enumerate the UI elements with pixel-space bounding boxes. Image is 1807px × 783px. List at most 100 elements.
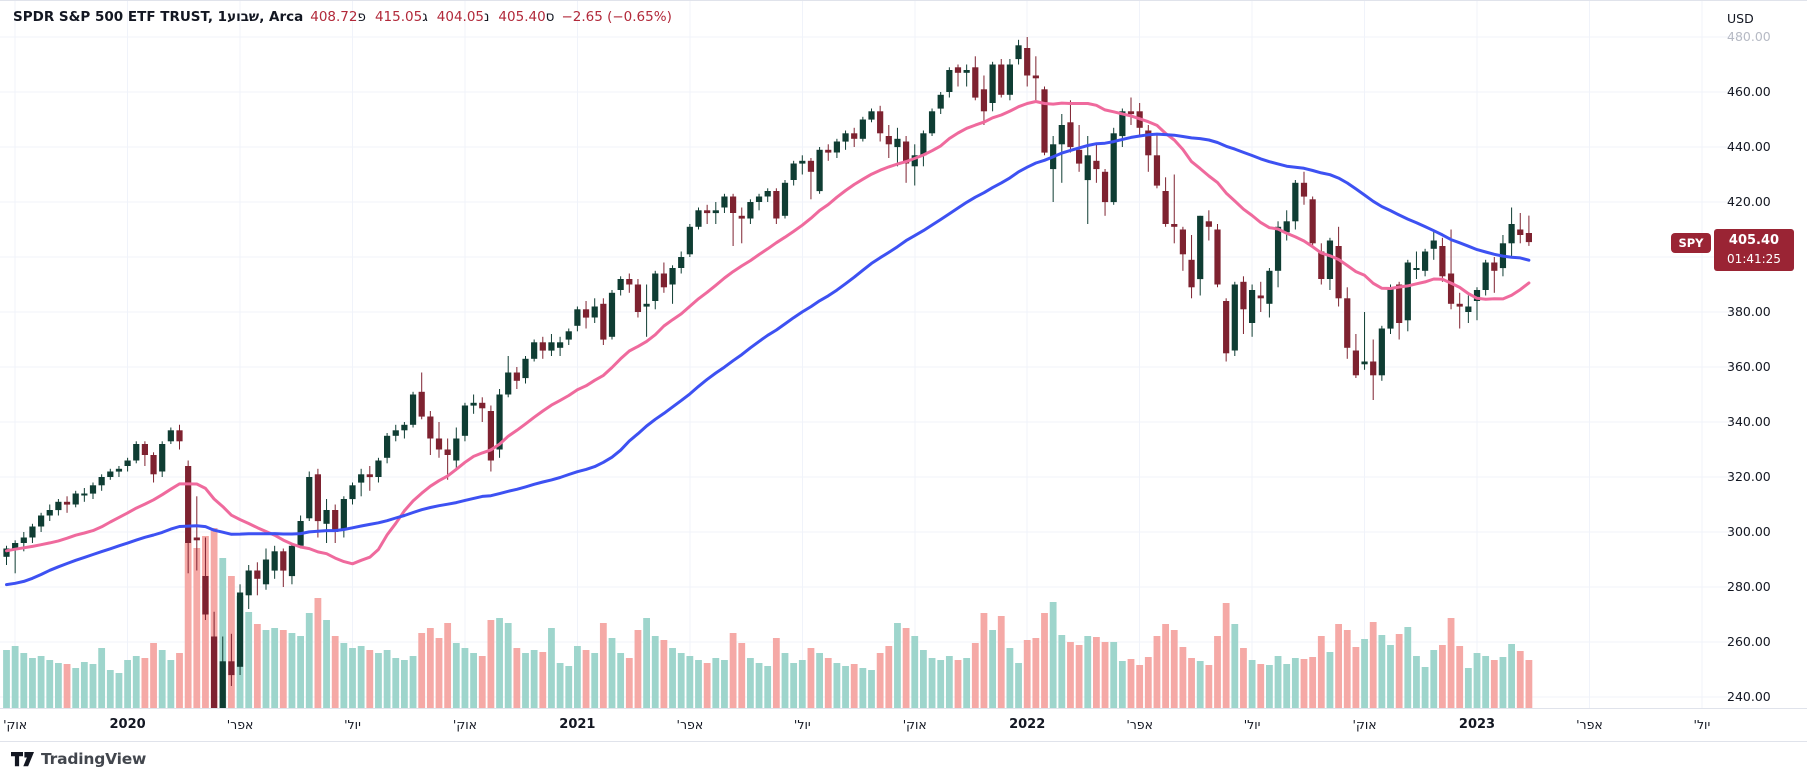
- candle-body: [920, 133, 927, 156]
- candle-body: [730, 196, 737, 213]
- volume-bar: [755, 663, 763, 708]
- volume-bar: [288, 633, 296, 708]
- candle-body: [686, 226, 693, 255]
- volume-bar: [1023, 640, 1031, 708]
- volume-bar: [55, 663, 62, 708]
- volume-bar: [902, 628, 910, 708]
- volume-bar: [366, 650, 374, 708]
- volume-bar: [703, 663, 711, 708]
- volume-bar: [487, 620, 495, 708]
- volume-bar: [1170, 630, 1178, 708]
- volume-bar: [634, 630, 642, 708]
- candle-body: [479, 402, 486, 409]
- candle-body: [1370, 361, 1377, 376]
- candle-body: [1214, 229, 1221, 285]
- candle-body: [1101, 171, 1109, 203]
- volume-bar: [1240, 648, 1247, 708]
- volume-bar: [1266, 665, 1273, 708]
- volume-bar: [582, 650, 590, 708]
- volume-bar: [695, 660, 702, 708]
- volume-bar: [954, 660, 962, 708]
- candle-body: [20, 537, 27, 543]
- candle-body: [1517, 229, 1524, 235]
- price-axis[interactable]: USD 480.00460.00440.00420.00400.00380.00…: [0, 1, 1807, 708]
- candle-body: [288, 545, 296, 577]
- ohlc-number: 415.05: [374, 9, 423, 25]
- candle-body: [375, 460, 382, 477]
- tradingview-attribution[interactable]: TradingView: [11, 750, 146, 768]
- volume-bar: [617, 653, 625, 708]
- candle-body: [280, 551, 287, 571]
- volume-bar: [859, 668, 867, 708]
- candle-body: [63, 501, 71, 505]
- volume-bar: [150, 643, 157, 708]
- symbol-price-badge: SPY: [1671, 233, 1711, 253]
- volume-bar: [297, 636, 304, 708]
- volume-bar: [401, 660, 408, 708]
- candle-body: [55, 501, 62, 511]
- time-axis[interactable]: אוק' 2020 אפר' יול' אוק' 2021 אפר' יול' אוק' 2022…: [0, 708, 1807, 742]
- volume-bar: [11, 646, 19, 708]
- candle-body: [1413, 268, 1420, 270]
- candle-body: [799, 160, 806, 164]
- volume-bar: [1179, 647, 1187, 708]
- candle-body: [323, 510, 330, 524]
- time-tick-label: אפר': [226, 717, 254, 732]
- candle-body: [392, 430, 399, 436]
- volume-bar: [677, 653, 685, 708]
- candle-body: [522, 358, 529, 379]
- volume-bar: [80, 662, 88, 708]
- last-price-label: 405.40 01:41:25: [1714, 229, 1794, 271]
- volume-bar: [781, 653, 789, 708]
- candle-body: [1240, 281, 1247, 310]
- volume-bar: [245, 612, 253, 708]
- candle-body: [435, 438, 443, 450]
- volume-bar: [712, 658, 720, 708]
- price-tick-label: 380.00: [1727, 304, 1771, 319]
- currency-label: USD: [1727, 11, 1754, 26]
- volume-bar: [1317, 636, 1325, 708]
- candle-body: [1223, 301, 1230, 354]
- candle-body: [1076, 149, 1083, 164]
- candle-body: [1335, 246, 1342, 299]
- volume-bar: [1387, 645, 1394, 708]
- candle-body: [660, 273, 667, 288]
- volume-bar: [920, 650, 927, 708]
- candle-body: [1024, 48, 1031, 76]
- volume-bar: [1464, 668, 1472, 708]
- chart-legend: SPDR S&P 500 ETF TRUST, 1שבוע, Arca פ408…: [13, 9, 672, 25]
- candle-body: [444, 449, 451, 455]
- time-tick-label: אפר': [1126, 717, 1153, 732]
- candle-body: [1153, 155, 1161, 186]
- volume-bar: [1067, 642, 1074, 708]
- candle-body: [453, 438, 460, 461]
- volume-bar: [392, 658, 400, 708]
- candle-body: [652, 273, 659, 301]
- volume-bar: [158, 650, 166, 708]
- volume-bar: [349, 648, 356, 708]
- time-tick-label: יול': [793, 717, 811, 732]
- volume-bar: [1075, 645, 1083, 708]
- volume-bar: [375, 653, 382, 708]
- volume-bar: [764, 666, 772, 708]
- candle-body: [591, 306, 598, 318]
- price-chart-canvas[interactable]: [0, 1, 1745, 708]
- candle-body: [980, 89, 988, 112]
- volume-bar: [1404, 627, 1412, 708]
- price-tick-label: 480.00: [1727, 29, 1771, 44]
- candle-body: [1525, 233, 1532, 243]
- separator: ,: [207, 9, 218, 25]
- candle-body: [1473, 290, 1481, 301]
- volume-bar: [383, 650, 391, 708]
- volume-bar: [824, 658, 832, 708]
- volume-bar: [1049, 602, 1057, 708]
- candle-body: [384, 435, 391, 458]
- volume-bar: [193, 548, 201, 708]
- volume-bar: [409, 656, 417, 708]
- candle-body: [807, 160, 815, 172]
- candle-body: [271, 551, 278, 571]
- symbol-title[interactable]: SPDR S&P 500 ETF TRUST, 1שבוע, Arca: [13, 9, 303, 25]
- ohlc-number: 405.40: [498, 9, 546, 25]
- volume-bar: [747, 658, 754, 708]
- candle-body: [1067, 122, 1074, 148]
